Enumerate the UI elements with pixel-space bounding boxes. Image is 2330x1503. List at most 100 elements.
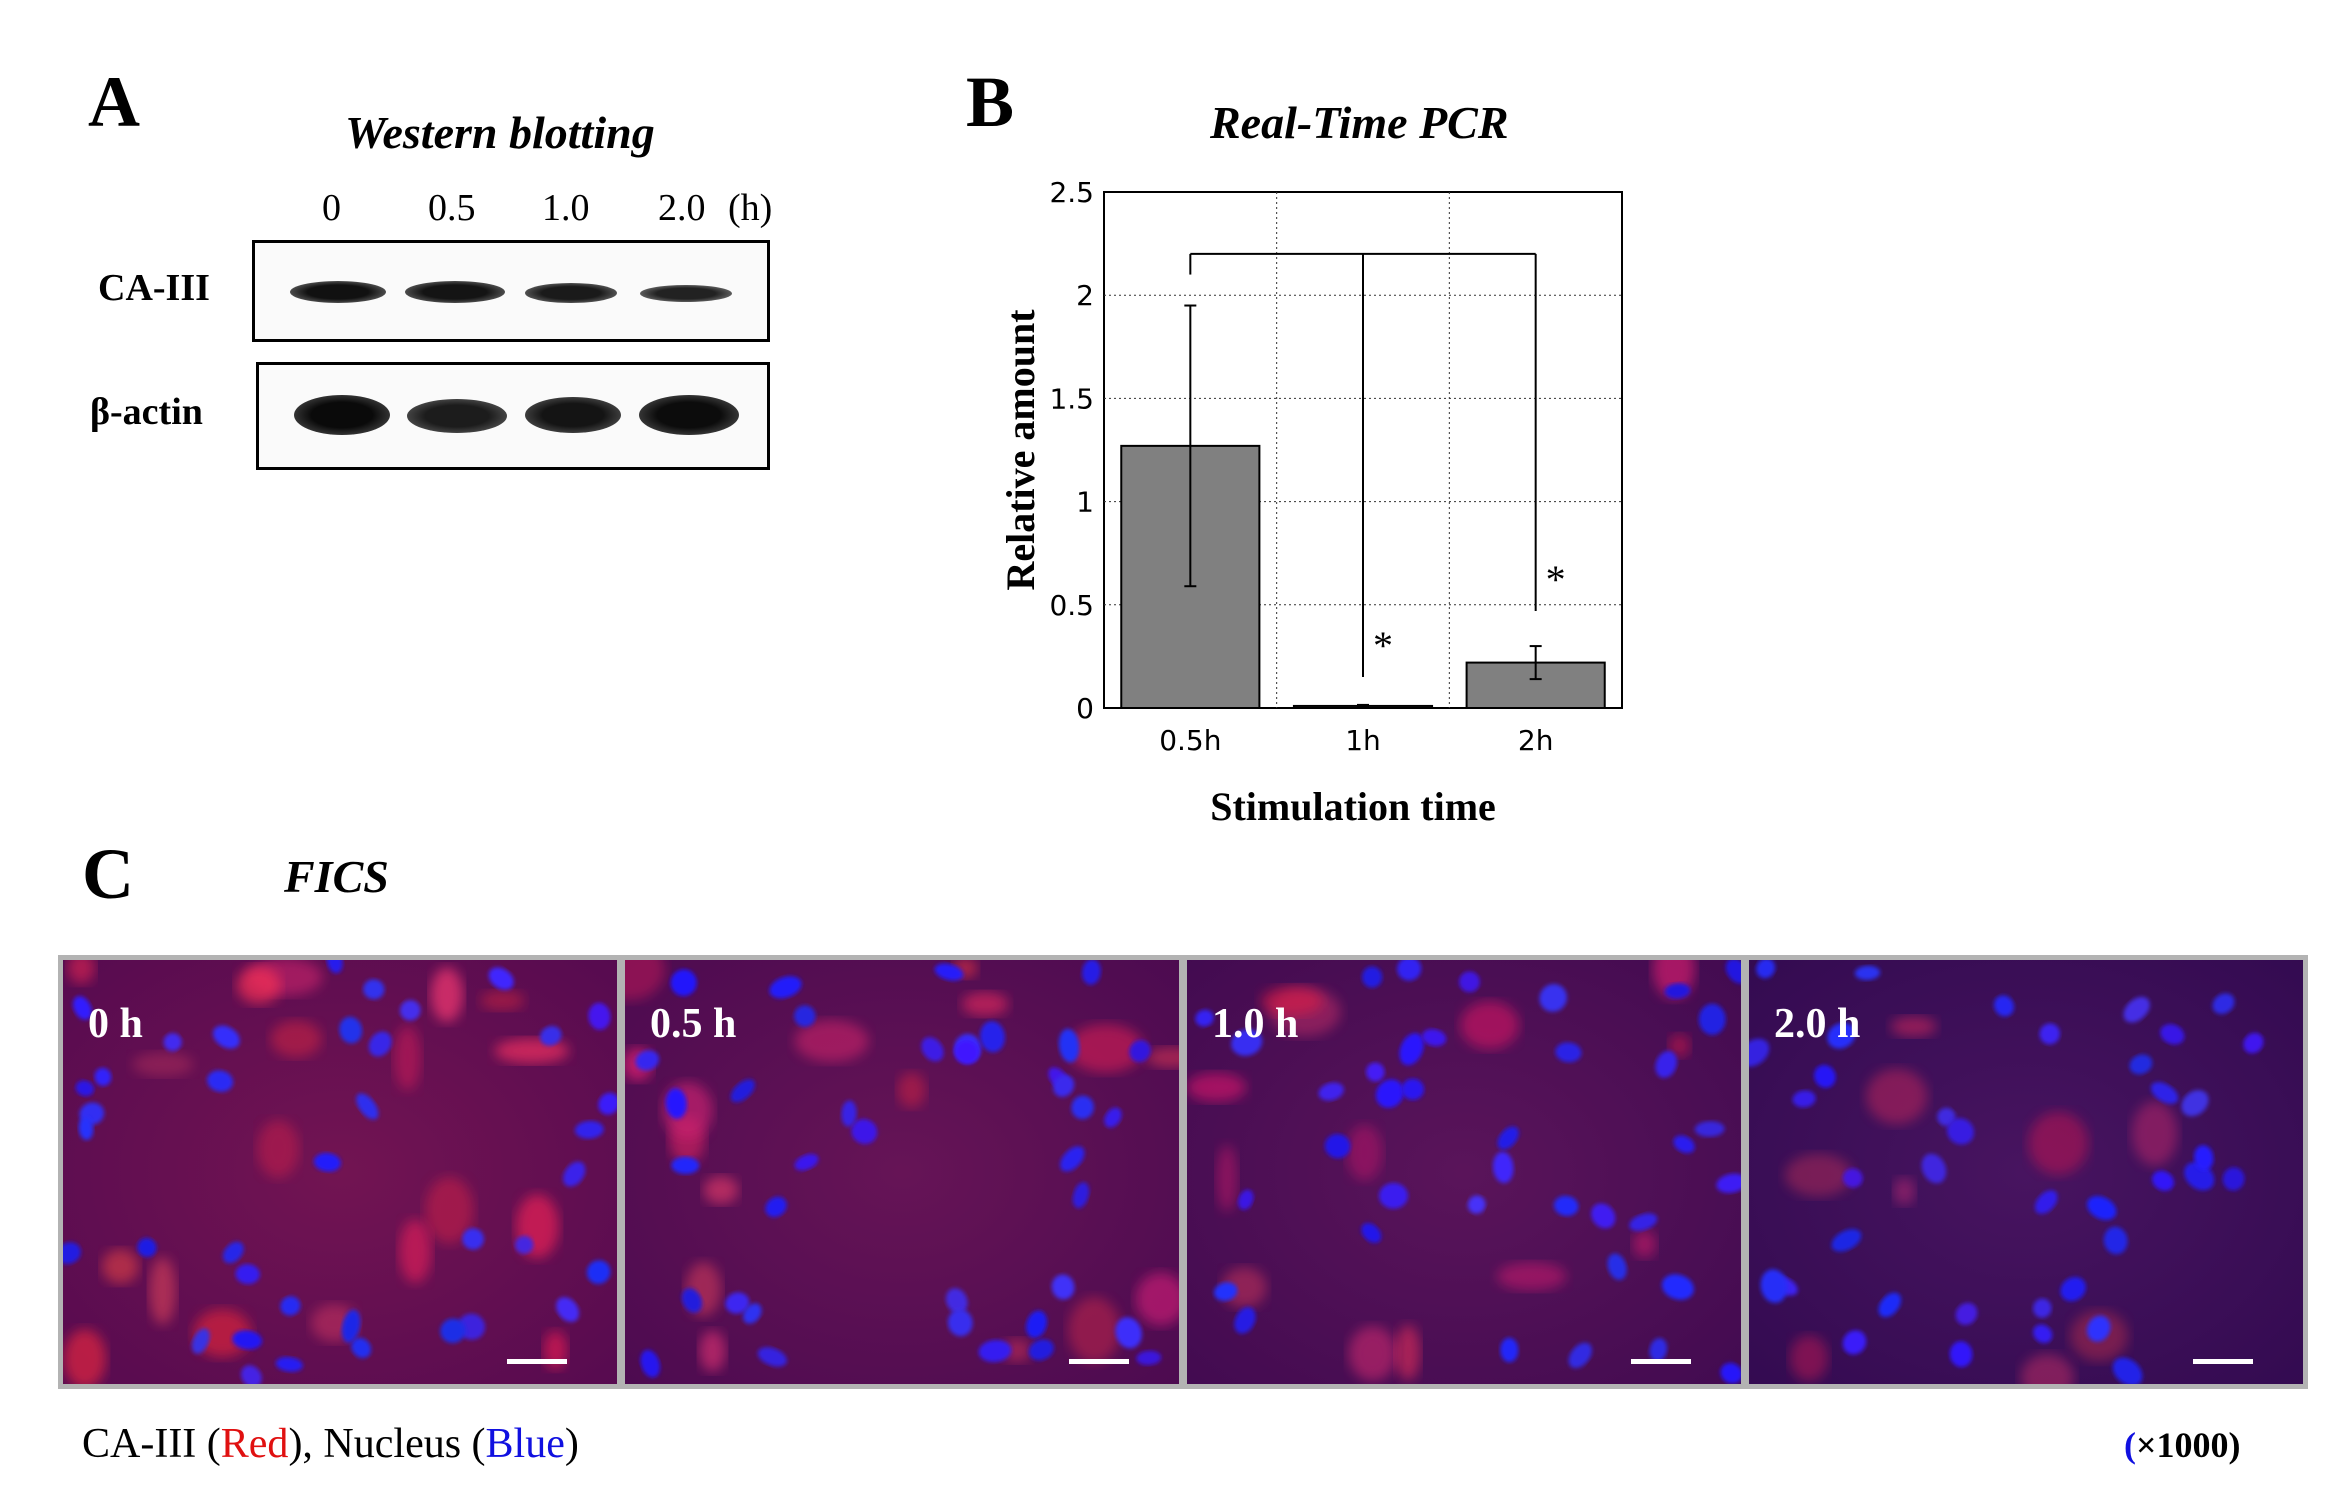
x-axis-label: Stimulation time [1210, 784, 1496, 829]
nucleus [339, 1016, 363, 1044]
ca3-signal [2132, 1101, 2178, 1166]
nucleus [1698, 1003, 1726, 1035]
nucleus [2123, 996, 2150, 1023]
pcr-bar-chart: 0 0.5 1 1.5 2 2.5 0.5h 1h 2h * * Stimulation time Re… [998, 176, 1623, 829]
nucleus [934, 963, 964, 981]
nucleus [1028, 1339, 1054, 1361]
nucleus [588, 1002, 611, 1030]
nucleus [1655, 1050, 1678, 1078]
nucleus [681, 1288, 703, 1313]
significance-marker: * [1546, 557, 1566, 602]
micrograph-label: 1.0 h [1212, 1001, 1299, 1047]
nucleus [1878, 1292, 1902, 1318]
x-tick-label: 2h [1518, 724, 1554, 757]
nucleus [794, 1153, 819, 1171]
blot-row-label: CA-III [98, 267, 210, 309]
nucleus [2060, 1277, 2086, 1302]
nucleus [1649, 1338, 1668, 1362]
scale-bar [1069, 1359, 1129, 1364]
nucleus [598, 1092, 617, 1115]
nucleus [1422, 1029, 1447, 1047]
nucleus [670, 969, 697, 997]
nucleus [1324, 1133, 1351, 1159]
ca3-signal [102, 1249, 139, 1284]
ca3-signal [897, 1072, 926, 1108]
nucleus [1946, 1118, 1975, 1145]
band [294, 395, 390, 435]
nucleus [1459, 971, 1480, 993]
nucleus [1238, 1189, 1254, 1210]
band [639, 395, 739, 435]
nucleus [563, 1161, 586, 1187]
nucleus [1720, 1362, 1741, 1384]
nucleus [665, 1088, 687, 1119]
ca3-signal [1260, 986, 1324, 1016]
ca3-signal [1460, 1001, 1519, 1050]
nucleus [1366, 1062, 1385, 1082]
nucleus [1071, 1095, 1094, 1120]
ca3-signal [1346, 1124, 1383, 1181]
nucleus [851, 1119, 878, 1144]
micrograph-2-0h: 2.0 h [1744, 955, 2308, 1389]
nucleus [212, 1025, 240, 1049]
nucleus [1854, 965, 1881, 981]
nucleus [1361, 1223, 1382, 1243]
nucleus [1814, 1064, 1836, 1088]
nucleus [63, 1242, 81, 1265]
nucleus [1694, 1121, 1725, 1137]
ca3-signal [67, 960, 95, 984]
nucleus [1921, 1153, 1947, 1184]
nucleus [1493, 1151, 1514, 1184]
nucleus [1591, 1203, 1616, 1229]
nucleus [1195, 1009, 1214, 1027]
nucleus [241, 1365, 262, 1384]
nucleus [1673, 1135, 1695, 1154]
scale-bar [2193, 1359, 2253, 1364]
nucleus [1664, 983, 1691, 999]
nucleus [1115, 1317, 1142, 1349]
nucleus [363, 979, 385, 1000]
nucleus [1827, 1022, 1856, 1049]
magnification-open: ( [2124, 1425, 2136, 1465]
ca3-signal [399, 1219, 432, 1284]
nucleus [1051, 1274, 1075, 1300]
ca3-signal [236, 966, 281, 1004]
panel-b-letter: B [966, 62, 1015, 142]
ca3-signal [2028, 1111, 2089, 1175]
ca3-signal [1496, 1262, 1567, 1291]
ca3-signal [270, 1020, 322, 1058]
nucleus [1375, 1079, 1404, 1108]
nucleus [841, 1100, 857, 1127]
ca3-signal [1784, 1153, 1852, 1197]
y-tick-label: 0 [1076, 692, 1094, 725]
ca3-signal [149, 1257, 176, 1325]
ca3-signal [257, 1120, 299, 1178]
nucleus [1026, 1310, 1047, 1338]
nucleus [1949, 1341, 1973, 1368]
ca3-blot [252, 240, 770, 342]
ca3-signal [2020, 1354, 2074, 1384]
lane-label: 0.5 [428, 187, 476, 229]
ca3-signal [625, 960, 665, 1001]
caption-prefix: CA-III ( [82, 1421, 221, 1467]
micrograph-image [63, 960, 617, 1384]
nucleus [351, 1337, 372, 1359]
lane-unit: (h) [728, 187, 773, 229]
nucleus [794, 1005, 816, 1027]
ca3-signal [1348, 1326, 1397, 1382]
nucleus [163, 1033, 182, 1052]
micrograph-label: 0 h [88, 1001, 143, 1047]
ca3-signal [425, 1176, 474, 1244]
nucleus [94, 1067, 112, 1086]
ca3-signal [63, 1329, 107, 1384]
ca3-signal [1002, 1338, 1032, 1363]
nucleus [1379, 1182, 1408, 1209]
ca3-signal [1866, 1068, 1928, 1125]
nucleus [515, 1235, 534, 1254]
magnification-value: ×1000) [2136, 1425, 2241, 1465]
nucleus [2181, 1090, 2209, 1117]
micrograph-0h: 0 h [58, 955, 622, 1389]
ca3-signal [480, 990, 525, 1011]
nucleus [635, 1050, 660, 1071]
nucleus [765, 1196, 787, 1218]
